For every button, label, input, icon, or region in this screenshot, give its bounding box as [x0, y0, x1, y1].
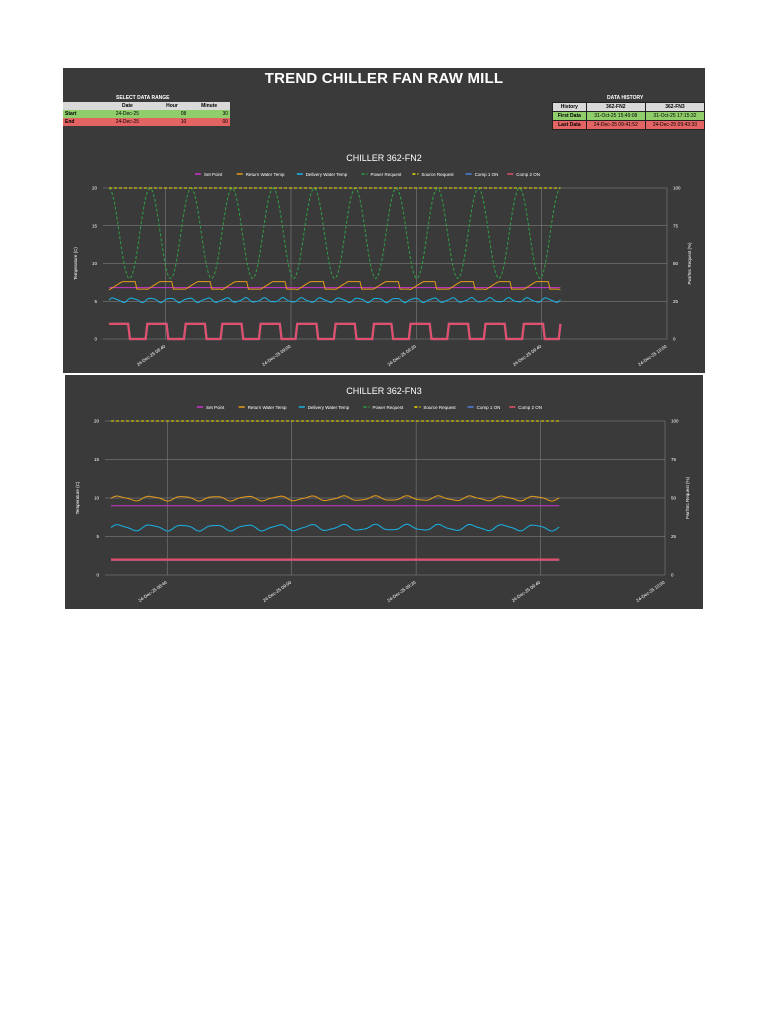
- y2-tick-label: 75: [671, 457, 677, 462]
- chart-legend: Set Point Return Water Temp Delivery Water…: [195, 172, 540, 177]
- y2-tick-label: 50: [671, 496, 677, 501]
- y2-tick-label: 100: [673, 186, 681, 191]
- end-minute-input[interactable]: 00: [188, 118, 230, 126]
- series-line-power-request: [108, 187, 561, 280]
- start-label: Start: [63, 110, 99, 118]
- history-last-row: Last Data 24-Dec-25 09:41:52 24-Dec-25 0…: [552, 120, 706, 130]
- legend-item: Source Request: [423, 405, 456, 410]
- y-tick-label: 15: [92, 223, 98, 228]
- x-tick-label: 24-Dec-25 09:20: [386, 579, 417, 603]
- y-tick-label: 20: [92, 186, 98, 191]
- range-start-row: Start 24-Dec-25 08 30: [63, 110, 230, 118]
- y-tick-label: 20: [94, 419, 100, 424]
- select-range-label: SELECT DATA RANGE: [116, 95, 170, 101]
- x-tick-label: 24-Dec-25 09:40: [511, 579, 542, 603]
- hist-col-history: History: [552, 102, 587, 112]
- y2-tick-label: 0: [671, 573, 674, 578]
- x-tick-label: 24-Dec-25 09:20: [387, 343, 418, 367]
- legend-item: Power Request: [371, 172, 403, 177]
- legend-item: Set Point: [204, 172, 223, 177]
- y-tick-label: 10: [94, 496, 100, 501]
- y2-tick-label: 100: [671, 419, 679, 424]
- chart-title: CHILLER 362-FN3: [346, 386, 422, 396]
- chart-legend: Set Point Return Water Temp Delivery Water…: [197, 405, 542, 410]
- series-line-delivery-water-temp: [110, 523, 560, 532]
- legend-item: Comp 2 ON: [516, 172, 540, 177]
- end-label: End: [63, 118, 99, 126]
- y-tick-label: 10: [92, 261, 98, 266]
- x-tick-label: 24-Dec-25 10:00: [635, 579, 666, 603]
- series-line-delivery-water-temp: [108, 296, 561, 304]
- range-end-row: End 24-Dec-25 10 00: [63, 118, 230, 126]
- y-tick-label: 0: [96, 573, 99, 578]
- legend-item: Return Water Temp: [246, 172, 285, 177]
- legend-item: Source Request: [421, 172, 454, 177]
- start-date-input[interactable]: 24-Dec-25: [99, 110, 156, 118]
- x-tick-label: 24-Dec-25 09:00: [262, 579, 293, 603]
- start-minute-input[interactable]: 30: [188, 110, 230, 118]
- legend-item: Comp 1 ON: [475, 172, 499, 177]
- first-data-fn2: 31-Oct-25 15:49:08: [585, 111, 646, 121]
- legend-item: Set Point: [206, 405, 225, 410]
- x-tick-label: 24-Dec-25 08:40: [136, 343, 167, 367]
- chart-panel-fn3: CHILLER 362-FN3 Set Point Return Water Tem…: [65, 375, 703, 609]
- start-hour-input[interactable]: 08: [155, 110, 189, 118]
- legend-item: Delivery Water Temp: [308, 405, 350, 410]
- end-date-input[interactable]: 24-Dec-25: [99, 118, 156, 126]
- legend-item: Power Request: [373, 405, 405, 410]
- first-data-label: First Data: [552, 111, 587, 121]
- last-data-fn2: 24-Dec-25 09:41:52: [585, 120, 646, 130]
- x-tick-label: 24-Dec-25 09:40: [512, 343, 543, 367]
- chart-panel-fn2: CHILLER 362-FN2 Set Point Return Water Tem…: [63, 142, 705, 373]
- y2-tick-label: 25: [671, 534, 677, 539]
- col-minute: Minute: [188, 102, 230, 110]
- y-axis-label: Temperature (C): [73, 247, 78, 280]
- last-data-fn3: 24-Dec-25 09:43:33: [644, 120, 706, 130]
- page-title: TREND CHILLER FAN RAW MILL: [264, 70, 504, 87]
- header-panel: TREND CHILLER FAN RAW MILL SELECT DATA R…: [63, 68, 706, 142]
- col-hour: Hour: [155, 102, 189, 110]
- y-axis-label: Temperature (C): [75, 481, 80, 514]
- legend-item: Delivery Water Temp: [306, 172, 348, 177]
- y-tick-label: 15: [94, 457, 100, 462]
- series-line-return-water-temp: [108, 281, 561, 291]
- x-tick-label: 24-Dec-25 10:00: [637, 343, 668, 367]
- y2-axis-label: Pwr/Src Request (%): [687, 242, 692, 285]
- y-tick-label: 0: [94, 337, 97, 342]
- first-data-fn3: 31-Oct-25 17:15:32: [644, 111, 706, 121]
- y-tick-label: 5: [96, 534, 99, 539]
- chart-title: CHILLER 362-FN2: [346, 153, 422, 163]
- y2-tick-label: 75: [673, 223, 679, 228]
- legend-item: Comp 2 ON: [518, 405, 542, 410]
- y2-tick-label: 50: [673, 261, 679, 266]
- chart-fn2: CHILLER 362-FN2 Set Point Return Water Tem…: [73, 153, 692, 367]
- y2-axis-label: Pwr/Src Request (%): [685, 476, 690, 519]
- x-tick-label: 24-Dec-25 09:00: [261, 343, 292, 367]
- y2-tick-label: 25: [673, 299, 679, 304]
- legend-item: Return Water Temp: [248, 405, 287, 410]
- x-tick-label: 24-Dec-25 08:40: [137, 579, 168, 603]
- col-date: Date: [99, 102, 156, 110]
- y-tick-label: 5: [94, 299, 97, 304]
- range-table: Date Hour Minute Start 24-Dec-25 08 30 E…: [63, 102, 230, 126]
- legend-item: Comp 1 ON: [477, 405, 501, 410]
- history-first-row: First Data 31-Oct-25 15:49:08 31-Oct-25 …: [552, 111, 706, 121]
- history-table: History 362-FN2 362-FN3 First Data 31-Oc…: [552, 102, 706, 130]
- y2-tick-label: 0: [673, 337, 676, 342]
- series-line-return-water-temp: [110, 495, 560, 502]
- hist-col-fn3: 362-FN3: [644, 102, 706, 112]
- history-label: DATA HISTORY: [607, 95, 644, 101]
- hist-col-fn2: 362-FN2: [585, 102, 646, 112]
- series-line-comp-2-on: [109, 322, 562, 341]
- chart-fn3: CHILLER 362-FN3 Set Point Return Water Tem…: [75, 386, 690, 603]
- end-hour-input[interactable]: 10: [155, 118, 189, 126]
- last-data-label: Last Data: [552, 120, 587, 130]
